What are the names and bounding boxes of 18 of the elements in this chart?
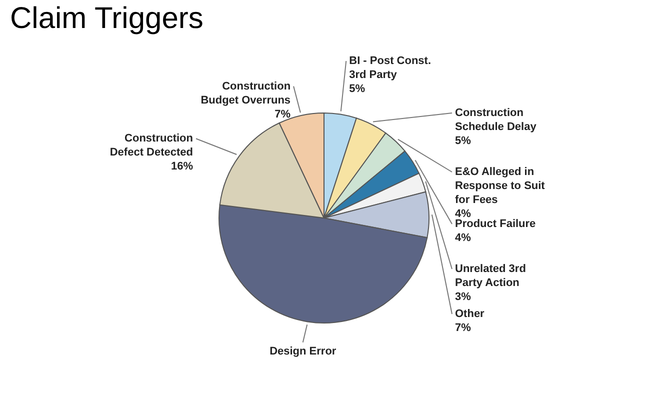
slice-label: Construction Budget Overruns <box>200 80 291 106</box>
slice-label: Construction Defect Detected <box>110 132 194 159</box>
slice-label: E&O Alleged in Response to Suit for Fees <box>455 166 546 206</box>
data-label: 5% <box>455 135 472 147</box>
slice-label: BI - Post Const. 3rd Party <box>349 55 432 81</box>
data-label: 4% <box>455 232 472 244</box>
slice-label: Product Failure <box>455 218 536 230</box>
data-label: 3% <box>455 291 472 303</box>
data-label: 16% <box>170 160 194 173</box>
slice-label: Other <box>455 308 486 320</box>
chart-title: Claim Triggers <box>10 2 204 35</box>
slice-label: Unrelated 3rd Party Action <box>455 263 526 289</box>
data-label: 4% <box>455 208 472 220</box>
data-label: 5% <box>349 83 366 95</box>
slice-label: Design Error <box>270 345 337 358</box>
slice-label: Construction Schedule Delay <box>455 107 538 133</box>
data-label: 7% <box>274 108 291 120</box>
data-label: 7% <box>455 322 472 334</box>
